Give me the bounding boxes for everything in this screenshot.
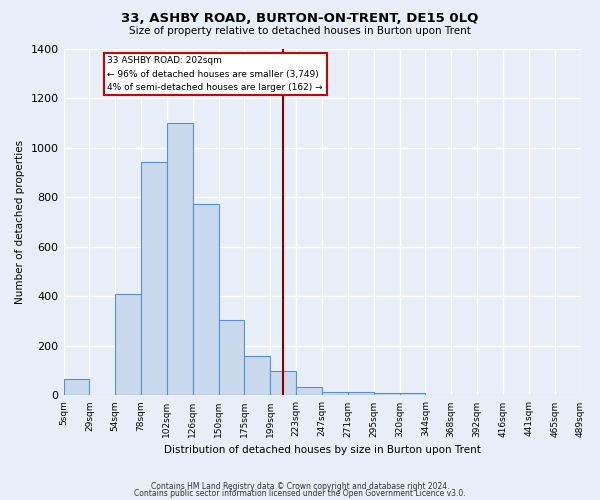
Bar	[244, 356, 271, 396]
Bar	[322, 392, 348, 396]
Text: 33 ASHBY ROAD: 202sqm
← 96% of detached houses are smaller (3,749)
4% of semi-de: 33 ASHBY ROAD: 202sqm ← 96% of detached …	[107, 56, 323, 92]
Bar	[193, 204, 218, 396]
Bar	[374, 393, 400, 396]
Text: Contains HM Land Registry data © Crown copyright and database right 2024.: Contains HM Land Registry data © Crown c…	[151, 482, 449, 491]
Bar	[400, 393, 425, 396]
Text: Size of property relative to detached houses in Burton upon Trent: Size of property relative to detached ho…	[129, 26, 471, 36]
Bar	[271, 370, 296, 396]
Bar	[115, 294, 141, 396]
Text: Contains public sector information licensed under the Open Government Licence v3: Contains public sector information licen…	[134, 490, 466, 498]
Bar	[296, 387, 322, 396]
Bar	[218, 320, 244, 396]
Bar	[64, 380, 89, 396]
Bar	[167, 123, 193, 396]
Y-axis label: Number of detached properties: Number of detached properties	[15, 140, 25, 304]
Bar	[141, 162, 167, 396]
X-axis label: Distribution of detached houses by size in Burton upon Trent: Distribution of detached houses by size …	[164, 445, 481, 455]
Bar	[348, 392, 374, 396]
Text: 33, ASHBY ROAD, BURTON-ON-TRENT, DE15 0LQ: 33, ASHBY ROAD, BURTON-ON-TRENT, DE15 0L…	[121, 12, 479, 26]
